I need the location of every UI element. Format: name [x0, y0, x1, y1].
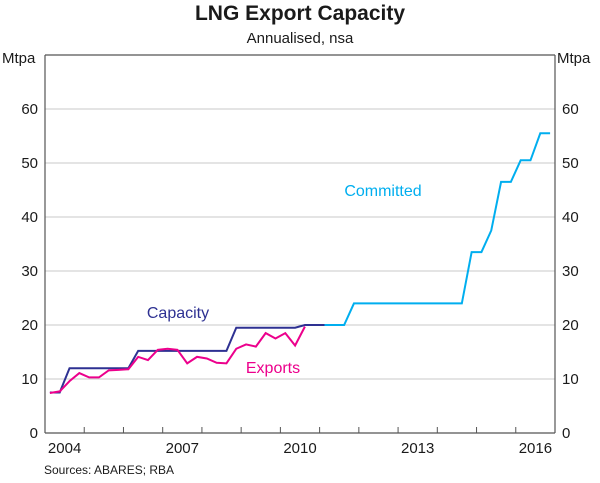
y-axis-unit-left: Mtpa	[2, 50, 36, 67]
x-tick-label: 2010	[283, 440, 316, 457]
y-tick-label-left: 40	[21, 209, 38, 226]
y-tick-label-right: 40	[562, 209, 579, 226]
x-tick-label: 2016	[519, 440, 552, 457]
y-tick-label-right: 60	[562, 101, 579, 118]
y-tick-label-left: 50	[21, 155, 38, 172]
source-note: Sources: ABARES; RBA	[44, 463, 175, 477]
y-tick-label-right: 50	[562, 155, 579, 172]
y-tick-label-right: 30	[562, 263, 579, 280]
series-label-committed: Committed	[344, 183, 421, 200]
y-tick-label-left: 60	[21, 101, 38, 118]
series-line-exports	[49, 326, 306, 395]
series-line-committed	[324, 132, 551, 326]
series-label-capacity: Capacity	[147, 305, 209, 322]
y-tick-label-left: 30	[21, 263, 38, 280]
y-tick-label-left: 0	[30, 425, 38, 442]
series-line-capacity	[49, 324, 325, 394]
x-tick-label: 2013	[401, 440, 434, 457]
x-tick-label: 2004	[48, 440, 81, 457]
x-tick-label: 2007	[166, 440, 199, 457]
y-tick-label-right: 0	[562, 425, 570, 442]
chart-subtitle: Annualised, nsa	[246, 30, 354, 47]
y-tick-label-right: 10	[562, 371, 579, 388]
y-tick-label-left: 10	[21, 371, 38, 388]
y-tick-label-right: 20	[562, 317, 579, 334]
y-tick-label-left: 20	[21, 317, 38, 334]
chart-title: LNG Export Capacity	[194, 2, 406, 25]
series-label-exports: Exports	[246, 360, 300, 377]
y-axis-unit-right: Mtpa	[557, 50, 591, 67]
